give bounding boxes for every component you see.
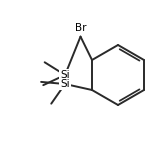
- Text: Si: Si: [60, 79, 70, 89]
- Text: Si: Si: [60, 70, 70, 80]
- Text: Br: Br: [75, 23, 86, 33]
